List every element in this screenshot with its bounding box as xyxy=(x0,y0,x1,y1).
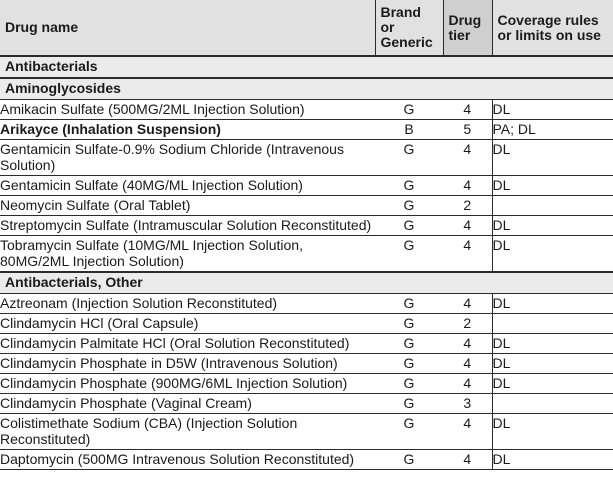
drug-name-cell: Amikacin Sulfate (500MG/2ML Injection So… xyxy=(0,99,375,120)
drug-row: Neomycin Sulfate (Oral Tablet) G 2 xyxy=(0,195,613,216)
drug-tier-cell: 4 xyxy=(443,293,492,314)
header-row: Drug name Brand or Generic Drug tier Cov… xyxy=(0,0,613,57)
coverage-rules-cell: DL xyxy=(491,413,613,450)
drug-name-cell: Clindamycin Palmitate HCl (Oral Solution… xyxy=(0,333,375,354)
drug-row: Colistimethate Sodium (CBA) (Injection S… xyxy=(0,413,613,450)
drug-tier-cell: 4 xyxy=(443,413,492,450)
coverage-rules-cell: DL xyxy=(491,99,613,120)
drug-name-cell: Clindamycin HCl (Oral Capsule) xyxy=(0,313,375,334)
drug-tier-cell: 4 xyxy=(443,99,492,120)
drug-name-cell: Arikayce (Inhalation Suspension) xyxy=(0,119,375,140)
brand-or-generic-cell: G xyxy=(375,413,443,450)
table-header: Drug name Brand or Generic Drug tier Cov… xyxy=(0,0,613,57)
drug-name-cell: Streptomycin Sulfate (Intramuscular Solu… xyxy=(0,215,375,236)
coverage-rules-cell: DL xyxy=(491,293,613,314)
drug-name-cell: Clindamycin Phosphate (900MG/6ML Injecti… xyxy=(0,373,375,394)
drug-name-cell: Clindamycin Phosphate (Vaginal Cream) xyxy=(0,393,375,414)
brand-or-generic-cell: G xyxy=(375,175,443,196)
brand-or-generic-cell: G xyxy=(375,99,443,120)
drug-name-cell: Clindamycin Phosphate in D5W (Intravenou… xyxy=(0,353,375,374)
drug-tier-cell: 5 xyxy=(443,119,492,140)
drug-row: Tobramycin Sulfate (10MG/ML Injection So… xyxy=(0,235,613,272)
brand-or-generic-cell: G xyxy=(375,293,443,314)
section-label: Aminoglycosides xyxy=(0,77,613,100)
brand-or-generic-cell: G xyxy=(375,393,443,414)
coverage-rules-cell: DL xyxy=(491,215,613,236)
drug-name-cell: Neomycin Sulfate (Oral Tablet) xyxy=(0,195,375,216)
brand-or-generic-cell: G xyxy=(375,139,443,176)
column-header-drug-tier: Drug tier xyxy=(442,0,492,57)
drug-row: Amikacin Sulfate (500MG/2ML Injection So… xyxy=(0,99,613,120)
coverage-rules-cell: DL xyxy=(491,175,613,196)
brand-or-generic-cell: G xyxy=(375,353,443,374)
coverage-rules-cell: DL xyxy=(491,373,613,394)
brand-or-generic-cell: G xyxy=(375,313,443,334)
drug-name-cell: Gentamicin Sulfate-0.9% Sodium Chloride … xyxy=(0,139,375,176)
coverage-rules-cell: DL xyxy=(491,333,613,354)
drug-tier-cell: 2 xyxy=(443,313,492,334)
drug-tier-cell: 3 xyxy=(443,393,492,414)
section-row: Antibacterials, Other xyxy=(0,271,613,294)
drug-tier-cell: 4 xyxy=(443,449,492,470)
drug-row: Aztreonam (Injection Solution Reconstitu… xyxy=(0,293,613,314)
drug-tier-cell: 4 xyxy=(443,175,492,196)
drug-row: Clindamycin Phosphate (900MG/6ML Injecti… xyxy=(0,373,613,394)
drug-name-cell: Tobramycin Sulfate (10MG/ML Injection So… xyxy=(0,235,375,272)
brand-or-generic-cell: G xyxy=(375,373,443,394)
drug-tier-cell: 4 xyxy=(443,333,492,354)
table-body: Antibacterials Aminoglycosides Amikacin Su… xyxy=(0,55,613,470)
drug-row: Daptomycin (500MG Intravenous Solution R… xyxy=(0,449,613,470)
coverage-rules-cell: DL xyxy=(491,449,613,470)
coverage-rules-cell xyxy=(491,195,613,216)
drug-row: Clindamycin Phosphate (Vaginal Cream) G 3 xyxy=(0,393,613,414)
drug-tier-cell: 4 xyxy=(443,353,492,374)
coverage-rules-cell: DL xyxy=(491,353,613,374)
coverage-rules-cell: DL xyxy=(491,235,613,272)
drug-formulary-table: Drug name Brand or Generic Drug tier Cov… xyxy=(0,0,613,470)
drug-tier-cell: 4 xyxy=(443,215,492,236)
drug-tier-cell: 4 xyxy=(443,235,492,272)
section-row: Aminoglycosides xyxy=(0,77,613,100)
drug-row: Clindamycin Phosphate in D5W (Intravenou… xyxy=(0,353,613,374)
section-row: Antibacterials xyxy=(0,55,613,78)
section-label: Antibacterials, Other xyxy=(0,271,613,294)
coverage-rules-cell: DL xyxy=(491,139,613,176)
drug-name-cell: Colistimethate Sodium (CBA) (Injection S… xyxy=(0,413,375,450)
drug-tier-cell: 2 xyxy=(443,195,492,216)
drug-row: Clindamycin Palmitate HCl (Oral Solution… xyxy=(0,333,613,354)
drug-row: Arikayce (Inhalation Suspension) B 5 PA; DL xyxy=(0,119,613,140)
brand-or-generic-cell: G xyxy=(375,449,443,470)
drug-row: Streptomycin Sulfate (Intramuscular Solu… xyxy=(0,215,613,236)
coverage-rules-cell xyxy=(491,393,613,414)
drug-name-cell: Daptomycin (500MG Intravenous Solution R… xyxy=(0,449,375,470)
drug-row: Gentamicin Sulfate-0.9% Sodium Chloride … xyxy=(0,139,613,176)
drug-row: Clindamycin HCl (Oral Capsule) G 2 xyxy=(0,313,613,334)
drug-tier-cell: 4 xyxy=(443,139,492,176)
brand-or-generic-cell: G xyxy=(375,215,443,236)
column-header-brand-or-generic: Brand or Generic xyxy=(374,0,443,57)
drug-row: Gentamicin Sulfate (40MG/ML Injection So… xyxy=(0,175,613,196)
column-header-drug-name: Drug name xyxy=(0,0,375,57)
column-header-coverage-rules: Coverage rules or limits on use xyxy=(491,0,613,57)
brand-or-generic-cell: G xyxy=(375,235,443,272)
brand-or-generic-cell: B xyxy=(375,119,443,140)
drug-name-cell: Aztreonam (Injection Solution Reconstitu… xyxy=(0,293,375,314)
drug-name-cell: Gentamicin Sulfate (40MG/ML Injection So… xyxy=(0,175,375,196)
drug-tier-cell: 4 xyxy=(443,373,492,394)
coverage-rules-cell xyxy=(491,313,613,334)
coverage-rules-cell: PA; DL xyxy=(491,119,613,140)
section-label: Antibacterials xyxy=(0,55,613,78)
brand-or-generic-cell: G xyxy=(375,195,443,216)
brand-or-generic-cell: G xyxy=(375,333,443,354)
